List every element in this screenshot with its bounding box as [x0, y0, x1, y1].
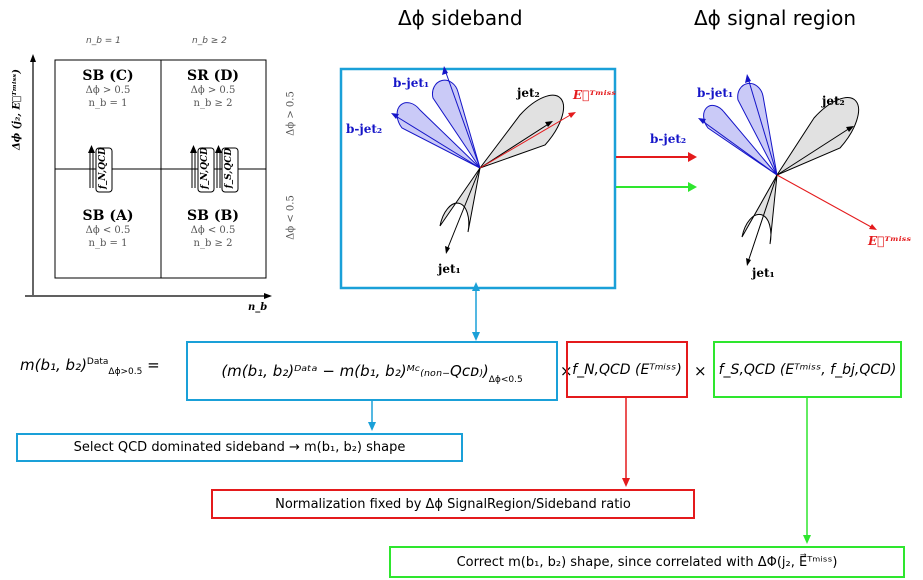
lhs-sup: Data — [86, 357, 109, 367]
cell-nb: n_b = 1 — [88, 98, 128, 109]
column-label-nb1: n_b = 1 — [86, 36, 121, 46]
cell-nb: n_b = 1 — [88, 238, 128, 249]
note-sideband-text: Select QCD dominated sideband → m(b₁, b₂… — [73, 440, 406, 455]
tf-label-b-d-n: f_N,QCD — [200, 147, 210, 189]
equation-lhs: m(b₁, b₂)DataΔϕ>0.5 = — [20, 356, 160, 377]
row-label-upper: Δϕ > 0.5 — [285, 91, 297, 136]
times-sign-2: × — [694, 362, 707, 380]
sideband-event — [396, 79, 565, 233]
cell-sr-d: SR (D) Δϕ > 0.5 n_b ≥ 2 — [163, 68, 263, 110]
sb-met-label: E⃗ᵀᵐⁱˢˢ — [573, 88, 617, 102]
term2-text: f_N,QCD (Eᵀᵐⁱˢˢ) — [572, 361, 682, 378]
term1-sub: Δϕ<0.5 — [488, 375, 523, 385]
sr-bjet2-label: b-jet₂ — [650, 132, 687, 146]
equation-term-normalization: f_N,QCD (Eᵀᵐⁱˢˢ) — [566, 341, 688, 398]
sb-jet1-label: jet₁ — [438, 262, 461, 276]
equation-term-shape: f_S,QCD (Eᵀᵐⁱˢˢ, f_bj,QCD) — [713, 341, 902, 398]
note-shape: Correct m(b₁, b₂) shape, since correlate… — [389, 546, 905, 578]
header-sideband: Δϕ sideband — [398, 6, 523, 30]
sb-bjet2-label: b-jet₂ — [346, 122, 383, 136]
cell-title: SB (B) — [187, 208, 239, 224]
cell-cut: Δϕ > 0.5 — [190, 85, 236, 96]
header-signal-region: Δϕ signal region — [694, 6, 857, 30]
abcd-y-axis-label: Δϕ (j₂, E⃗ᵀᵐⁱˢˢ) — [11, 69, 23, 150]
sb-bjet1-label: b-jet₁ — [393, 76, 430, 90]
row-label-lower: Δϕ < 0.5 — [285, 195, 297, 240]
note-normalization-text: Normalization fixed by Δϕ SignalRegion/S… — [275, 496, 631, 512]
note-normalization: Normalization fixed by Δϕ SignalRegion/S… — [211, 489, 695, 519]
cell-nb: n_b ≥ 2 — [193, 238, 233, 249]
lhs-mass: m(b₁, b₂) — [20, 356, 87, 374]
sr-jet1-label: jet₁ — [752, 266, 775, 280]
cell-cut: Δϕ > 0.5 — [85, 85, 131, 96]
signal-event — [703, 82, 860, 245]
cell-sb-b: SB (B) Δϕ < 0.5 n_b ≥ 2 — [163, 208, 263, 250]
cell-title: SB (C) — [82, 68, 134, 84]
sr-bjet1-label: b-jet₁ — [697, 86, 734, 100]
abcd-x-axis-label: n_b — [248, 302, 268, 313]
tf-label-a-c: f_N,QCD — [98, 147, 108, 189]
cell-sb-a: SB (A) Δϕ < 0.5 n_b = 1 — [58, 208, 158, 250]
cell-cut: Δϕ < 0.5 — [85, 225, 131, 236]
sr-met-label: E⃗ᵀᵐⁱˢˢ — [868, 234, 912, 248]
term1-text: (m(b₁, b₂)ᴰᵃᵗᵃ − m(b₁, b₂)ᴹᶜ₍ₙₒₙ₋Qᴄᴅ₎) — [221, 362, 489, 380]
cell-nb: n_b ≥ 2 — [193, 98, 233, 109]
lhs-sub: Δϕ>0.5 — [108, 367, 143, 377]
cell-sb-c: SB (C) Δϕ > 0.5 n_b = 1 — [58, 68, 158, 110]
note-shape-text: Correct m(b₁, b₂) shape, since correlate… — [456, 554, 838, 570]
tf-label-b-d-s: f_S,QCD — [224, 147, 234, 189]
equation-term-sideband: (m(b₁, b₂)ᴰᵃᵗᵃ − m(b₁, b₂)ᴹᶜ₍ₙₒₙ₋Qᴄᴅ₎) Δϕ… — [186, 341, 558, 401]
sb-jet2-label: jet₂ — [517, 86, 540, 100]
equals-sign: = — [147, 356, 160, 374]
cell-cut: Δϕ < 0.5 — [190, 225, 236, 236]
sr-jet2-label: jet₂ — [822, 94, 845, 108]
cell-title: SR (D) — [186, 68, 239, 84]
note-sideband: Select QCD dominated sideband → m(b₁, b₂… — [16, 433, 463, 462]
column-label-nb2: n_b ≥ 2 — [192, 36, 227, 46]
term3-text: f_S,QCD (Eᵀᵐⁱˢˢ, f_bj,QCD) — [718, 361, 897, 378]
cell-title: SB (A) — [82, 208, 134, 224]
